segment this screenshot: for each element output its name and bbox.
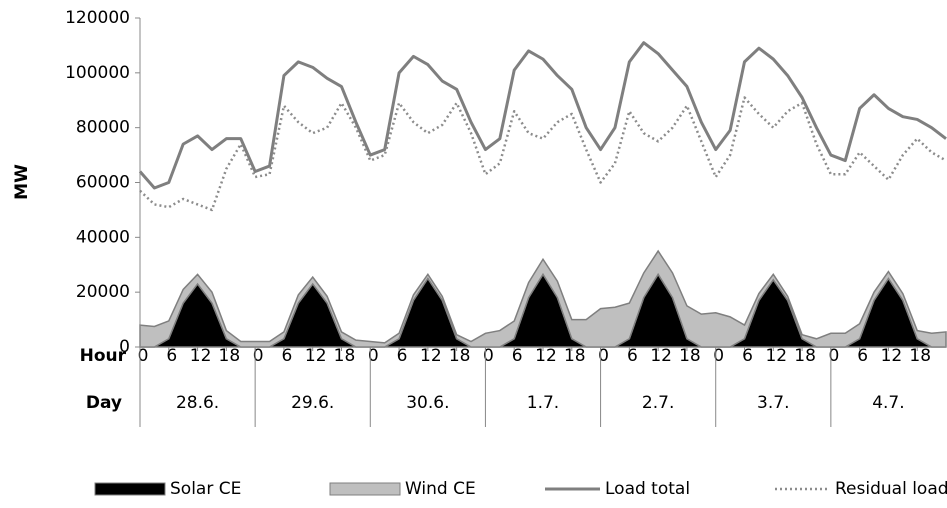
day-label: 29.6. (291, 393, 334, 413)
x-tick-label: 6 (742, 346, 753, 366)
hour-row-label: Hour (80, 346, 127, 366)
x-tick-label: 0 (368, 346, 379, 366)
x-tick-label: 12 (650, 346, 672, 366)
x-tick-label: 18 (219, 346, 241, 366)
x-tick-label: 0 (598, 346, 609, 366)
x-tick-label: 18 (449, 346, 471, 366)
y-tick-label: 20000 (76, 282, 130, 302)
day-label: 28.6. (176, 393, 219, 413)
x-tick-label: 18 (794, 346, 816, 366)
y-axis-label: MW (12, 164, 32, 200)
y-tick-label: 0 (119, 337, 130, 357)
x-tick-label: 6 (627, 346, 638, 366)
line (138, 41, 947, 190)
y-tick-label: 120000 (65, 8, 130, 28)
legend-label: Residual load (835, 479, 947, 499)
x-tick-label: 12 (535, 346, 557, 366)
x-tick-label: 18 (909, 346, 931, 366)
x-tick-label: 6 (282, 346, 293, 366)
y-tick-label: 60000 (76, 173, 130, 193)
x-tick-label: 12 (420, 346, 442, 366)
day-label: 1.7. (527, 393, 559, 413)
day-label: 4.7. (872, 393, 904, 413)
x-tick-label: 12 (190, 346, 212, 366)
day-label: 3.7. (757, 393, 789, 413)
x-tick-label: 12 (765, 346, 787, 366)
x-tick-label: 6 (512, 346, 523, 366)
x-tick-label: 0 (253, 346, 264, 366)
day-row-label: Day (86, 393, 122, 413)
day-label: 30.6. (406, 393, 449, 413)
x-tick-label: 12 (305, 346, 327, 366)
x-tick-label: 18 (564, 346, 586, 366)
x-tick-label: 0 (713, 346, 724, 366)
day-label: 2.7. (642, 393, 674, 413)
x-tick-label: 0 (828, 346, 839, 366)
legend-swatch (94, 482, 166, 496)
legend-label: Load total (605, 479, 690, 499)
line (139, 96, 947, 212)
legend-label: Wind CE (405, 479, 476, 499)
legend-label: Solar CE (170, 479, 241, 499)
y-tick-label: 100000 (65, 63, 130, 83)
x-tick-label: 18 (679, 346, 701, 366)
x-tick-label: 6 (857, 346, 868, 366)
x-tick-label: 12 (881, 346, 903, 366)
legend-swatch (329, 482, 401, 496)
x-tick-label: 0 (138, 346, 149, 366)
x-tick-label: 18 (334, 346, 356, 366)
y-tick-label: 40000 (76, 227, 130, 247)
y-tick-label: 80000 (76, 118, 130, 138)
x-tick-label: 6 (166, 346, 177, 366)
x-tick-label: 0 (483, 346, 494, 366)
x-tick-label: 6 (397, 346, 408, 366)
